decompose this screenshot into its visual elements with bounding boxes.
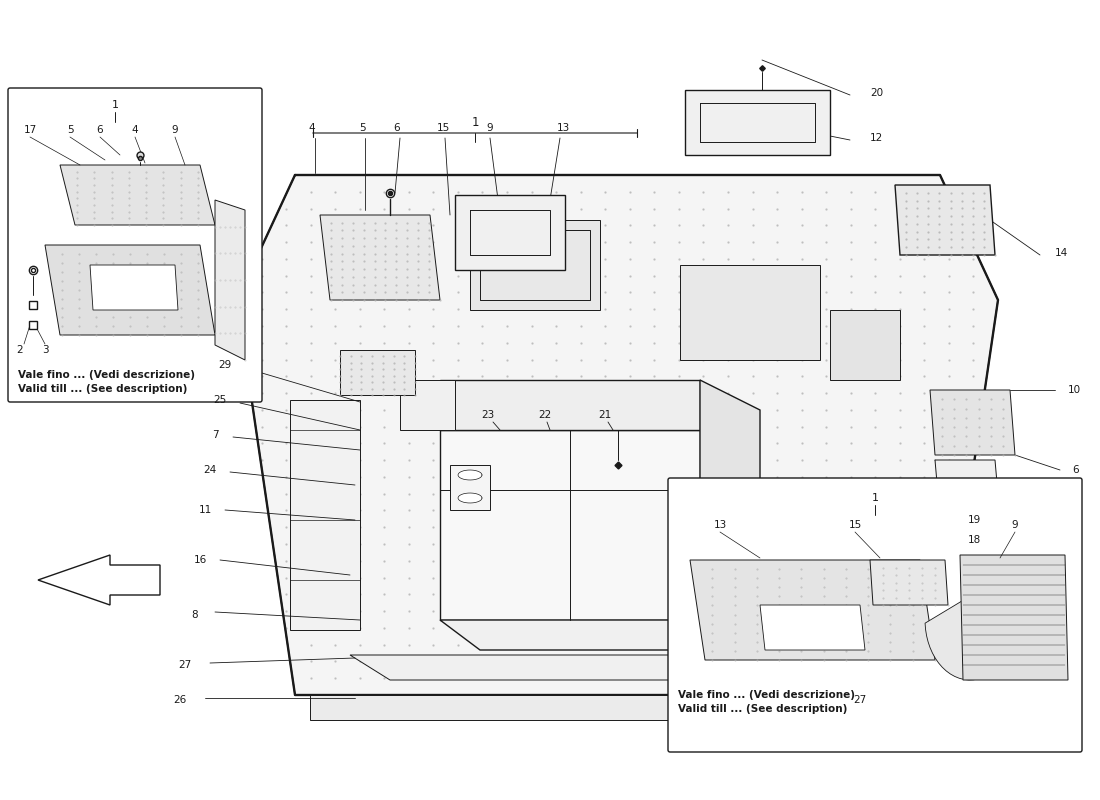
Polygon shape <box>310 695 870 720</box>
Text: 16: 16 <box>194 555 207 565</box>
Text: 15: 15 <box>437 123 450 133</box>
Text: 14: 14 <box>1055 248 1068 258</box>
Polygon shape <box>400 380 455 430</box>
Text: 13: 13 <box>557 123 570 133</box>
Polygon shape <box>350 655 800 680</box>
Text: 28: 28 <box>805 635 818 645</box>
Polygon shape <box>440 430 700 620</box>
Polygon shape <box>440 620 760 650</box>
Text: 2: 2 <box>16 345 23 355</box>
Text: 9: 9 <box>172 125 178 135</box>
Polygon shape <box>690 560 935 660</box>
Text: 12: 12 <box>870 133 883 143</box>
Polygon shape <box>700 380 760 620</box>
Polygon shape <box>895 185 996 255</box>
Polygon shape <box>458 493 482 503</box>
Text: 6: 6 <box>97 125 103 135</box>
Polygon shape <box>680 265 820 360</box>
FancyBboxPatch shape <box>668 478 1082 752</box>
Polygon shape <box>320 215 440 300</box>
Polygon shape <box>90 265 178 310</box>
Text: 6: 6 <box>1072 465 1079 475</box>
Text: eurospares: eurospares <box>160 264 301 296</box>
Text: eurospares: eurospares <box>260 358 541 402</box>
Text: 10: 10 <box>1068 385 1081 395</box>
Text: 27: 27 <box>852 695 867 705</box>
Text: 5: 5 <box>359 123 365 133</box>
Text: eurospares: eurospares <box>704 335 896 365</box>
Polygon shape <box>760 605 865 650</box>
Text: 5: 5 <box>67 125 74 135</box>
Polygon shape <box>45 245 214 335</box>
Text: 4: 4 <box>309 123 316 133</box>
Polygon shape <box>925 560 1030 680</box>
Polygon shape <box>60 165 215 225</box>
Polygon shape <box>870 560 948 605</box>
Polygon shape <box>960 555 1068 680</box>
Text: 3: 3 <box>42 345 48 355</box>
Text: 29: 29 <box>219 360 232 370</box>
Text: 1: 1 <box>111 100 119 110</box>
Text: 11: 11 <box>198 505 211 515</box>
Text: 19: 19 <box>968 515 981 525</box>
Text: 27: 27 <box>178 660 191 670</box>
Text: 4: 4 <box>132 125 139 135</box>
FancyBboxPatch shape <box>8 88 262 402</box>
Text: 1: 1 <box>871 493 879 503</box>
Text: 23: 23 <box>482 410 495 420</box>
Polygon shape <box>830 310 900 380</box>
Text: 20: 20 <box>870 88 883 98</box>
Text: 24: 24 <box>204 465 217 475</box>
Text: 7: 7 <box>211 430 218 440</box>
Polygon shape <box>930 390 1015 455</box>
Polygon shape <box>340 350 415 395</box>
Text: 9: 9 <box>486 123 493 133</box>
Text: 18: 18 <box>968 535 981 545</box>
Text: Vale fino ... (Vedi descrizione)
Valid till ... (See description): Vale fino ... (Vedi descrizione) Valid t… <box>18 370 195 394</box>
Polygon shape <box>470 220 600 310</box>
Polygon shape <box>455 195 565 270</box>
Text: 22: 22 <box>538 410 551 420</box>
Text: 6: 6 <box>394 123 400 133</box>
Text: 9: 9 <box>1012 520 1019 530</box>
Polygon shape <box>290 400 360 630</box>
Text: 26: 26 <box>174 695 187 705</box>
Text: 13: 13 <box>714 520 727 530</box>
Text: 15: 15 <box>848 520 861 530</box>
Polygon shape <box>39 555 160 605</box>
Polygon shape <box>450 465 490 510</box>
Text: 21: 21 <box>598 410 612 420</box>
Polygon shape <box>236 175 998 695</box>
Text: 8: 8 <box>191 610 198 620</box>
Text: 17: 17 <box>23 125 36 135</box>
Text: 1: 1 <box>471 115 478 129</box>
Polygon shape <box>458 470 482 480</box>
Text: Vale fino ... (Vedi descrizione)
Valid till ... (See description): Vale fino ... (Vedi descrizione) Valid t… <box>678 690 855 714</box>
Polygon shape <box>935 460 997 483</box>
Text: 25: 25 <box>213 395 227 405</box>
Polygon shape <box>685 90 830 155</box>
Polygon shape <box>214 200 245 360</box>
Polygon shape <box>440 380 700 430</box>
